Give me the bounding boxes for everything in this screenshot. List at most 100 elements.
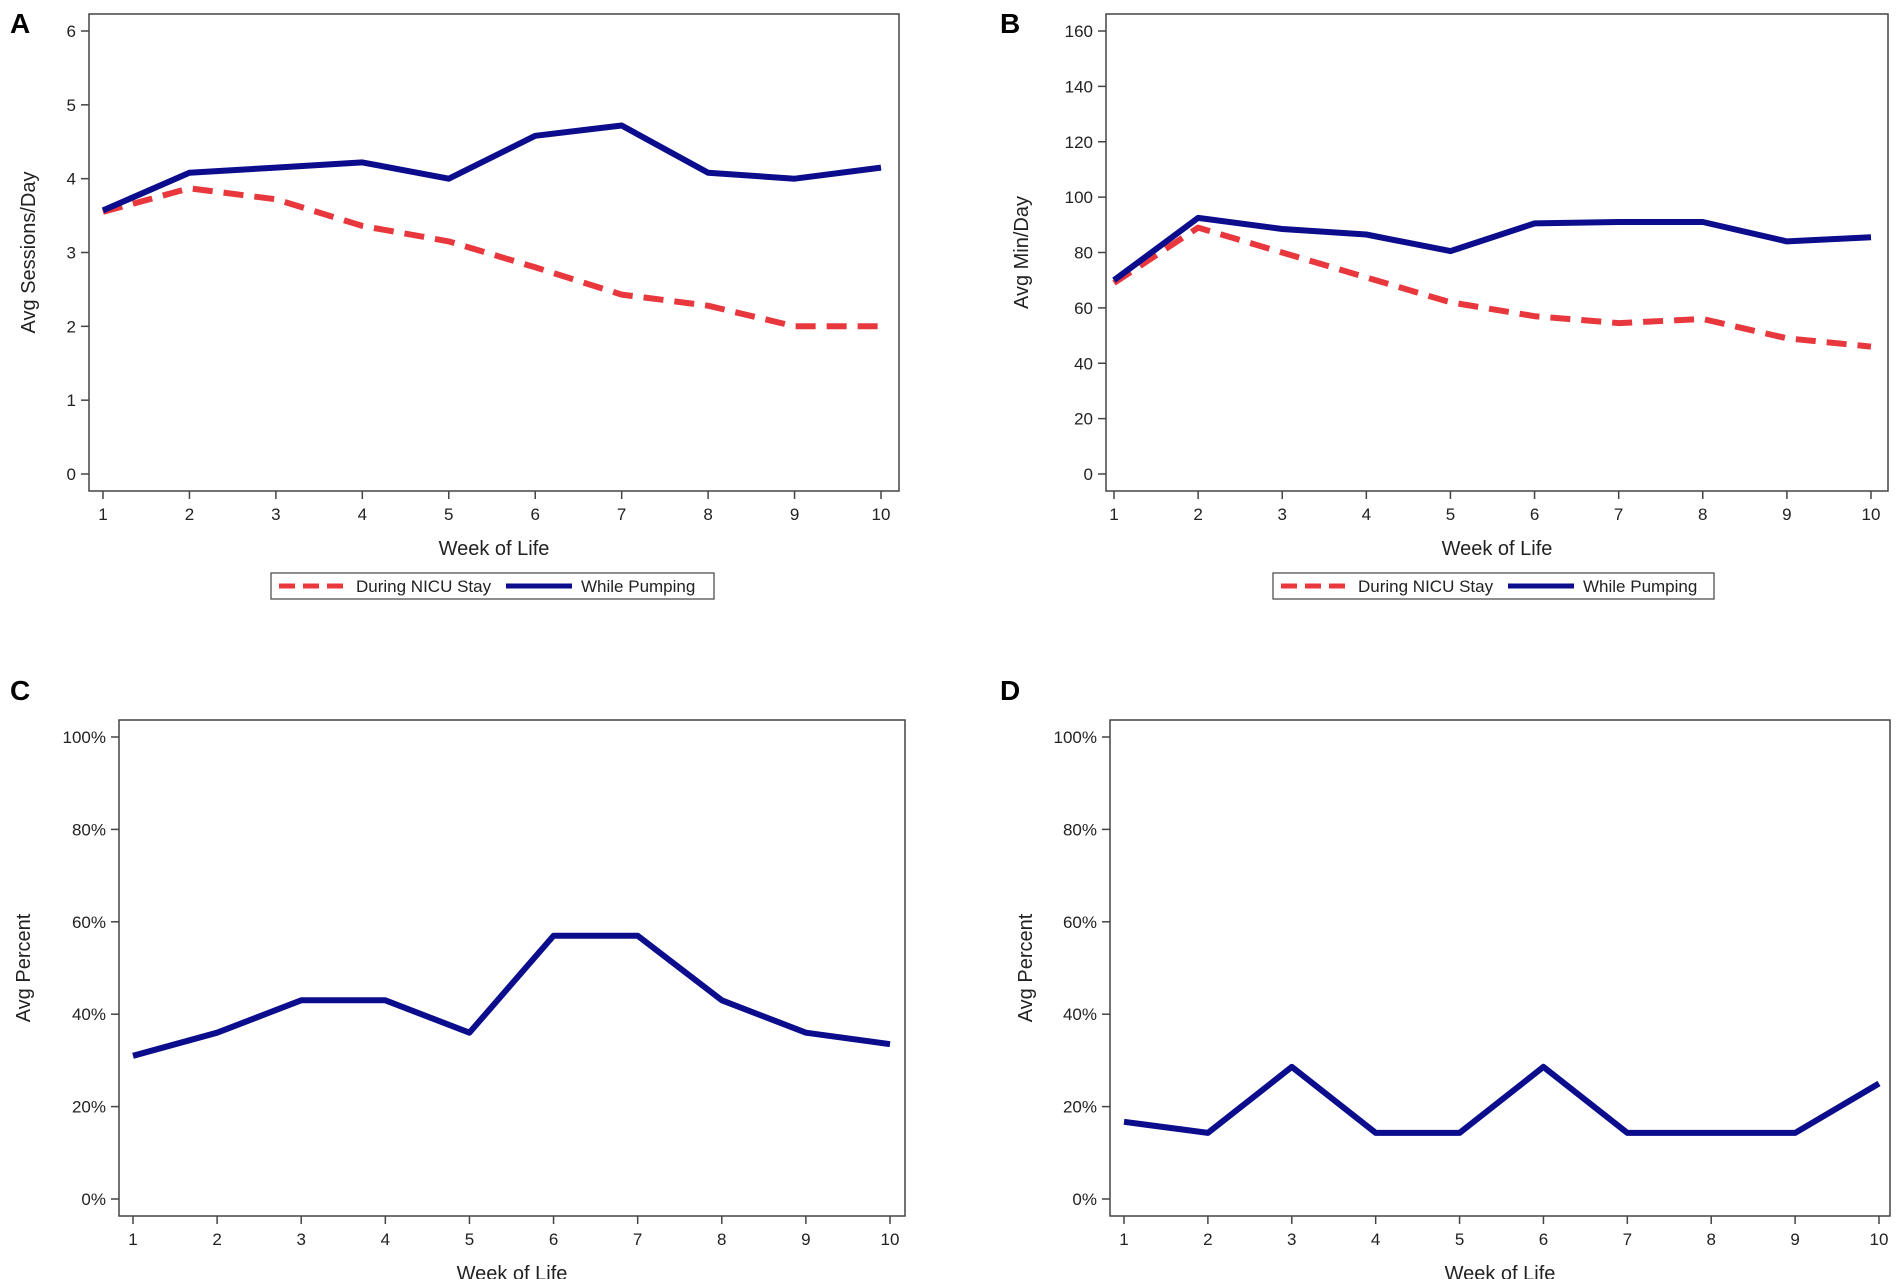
y-tick-label: 40 (1074, 354, 1093, 373)
x-tick-label: 10 (1870, 1230, 1889, 1249)
x-tick-label: 2 (1203, 1230, 1212, 1249)
legend-box (1272, 572, 1715, 600)
legend: During NICU Stay While Pumping (270, 572, 715, 600)
plot-frame (1105, 13, 1889, 492)
legend-label: While Pumping (1583, 577, 1697, 596)
y-tick-label: 100% (63, 728, 106, 747)
y-tick-label: 4 (67, 170, 76, 189)
x-tick-label: 10 (872, 505, 891, 524)
series-line-during-nicu-stay (102, 185, 881, 330)
x-axis-title: Week of Life (457, 1263, 568, 1279)
y-tick-label: 140 (1065, 77, 1093, 96)
panel-letter: C (10, 675, 30, 706)
y-tick-label: 20% (1063, 1098, 1097, 1117)
x-tick-label: 5 (1455, 1230, 1464, 1249)
x-tick-label: 8 (703, 505, 712, 524)
y-axis-title: Avg Percent (13, 913, 35, 1022)
y-tick-label: 160 (1065, 22, 1093, 41)
y-tick-label: 2 (67, 317, 76, 336)
x-tick-label: 4 (381, 1230, 390, 1249)
x-tick-label: 7 (617, 505, 626, 524)
x-tick-label: 5 (465, 1230, 474, 1249)
chart-panel-d: D 0% 20% 40% 60% 80% 100% 1 2 3 4 5 6 7 8 9 10 Week of Li… (1000, 675, 1891, 1279)
legend-box (270, 572, 715, 600)
legend: During NICU Stay While Pumping (1272, 572, 1715, 600)
x-tick-label: 4 (358, 505, 367, 524)
legend-label: While Pumping (581, 577, 695, 596)
y-tick-label: 5 (67, 96, 76, 115)
x-tick-label: 10 (881, 1230, 900, 1249)
y-tick-label: 0 (67, 465, 76, 484)
x-tick-label: 1 (128, 1230, 137, 1249)
x-tick-label: 3 (1277, 505, 1286, 524)
x-tick-label: 3 (296, 1230, 305, 1249)
x-tick-label: 8 (717, 1230, 726, 1249)
y-tick-label: 0% (81, 1190, 106, 1209)
series-line-avg-percent (1123, 1063, 1881, 1136)
x-tick-label: 2 (185, 505, 194, 524)
plot-frame (118, 719, 906, 1217)
x-tick-label: 8 (1698, 505, 1707, 524)
series-line-during-nicu-stay (1112, 224, 1872, 350)
x-tick-label: 1 (1109, 505, 1118, 524)
x-tick-label: 9 (790, 505, 799, 524)
y-tick-label: 100% (1054, 728, 1097, 747)
x-tick-label: 6 (1539, 1230, 1548, 1249)
legend-label: During NICU Stay (356, 577, 492, 596)
y-tick-label: 60% (1063, 913, 1097, 932)
y-tick-label: 1 (67, 391, 76, 410)
x-tick-label: 7 (633, 1230, 642, 1249)
y-tick-label: 60% (72, 913, 106, 932)
y-tick-label: 40% (72, 1005, 106, 1024)
plot-frame (1109, 719, 1891, 1217)
legend-label: During NICU Stay (1358, 577, 1494, 596)
x-axis-title: Week of Life (439, 538, 550, 560)
y-tick-label: 100 (1065, 188, 1093, 207)
x-tick-label: 2 (212, 1230, 221, 1249)
x-tick-label: 5 (444, 505, 453, 524)
x-tick-label: 9 (801, 1230, 810, 1249)
x-tick-label: 3 (1287, 1230, 1296, 1249)
x-tick-label: 9 (1790, 1230, 1799, 1249)
y-axis-title: Avg Min/Day (1011, 196, 1033, 309)
y-tick-label: 0% (1072, 1190, 1097, 1209)
y-tick-label: 80 (1074, 244, 1093, 263)
panel-letter: A (10, 8, 30, 39)
series-line-while-pumping (1112, 214, 1872, 283)
x-tick-label: 8 (1706, 1230, 1715, 1249)
y-tick-label: 40% (1063, 1005, 1097, 1024)
y-tick-label: 6 (67, 22, 76, 41)
series-line-avg-percent (132, 932, 891, 1059)
x-tick-label: 3 (271, 505, 280, 524)
x-tick-label: 4 (1362, 505, 1371, 524)
y-tick-label: 3 (67, 244, 76, 263)
y-tick-label: 80% (72, 820, 106, 839)
panel-letter: D (1000, 675, 1020, 706)
x-tick-label: 1 (98, 505, 107, 524)
x-tick-label: 10 (1862, 505, 1881, 524)
x-tick-label: 2 (1193, 505, 1202, 524)
x-tick-label: 1 (1119, 1230, 1128, 1249)
y-tick-label: 120 (1065, 133, 1093, 152)
y-tick-label: 20 (1074, 410, 1093, 429)
panel-letter: B (1000, 8, 1020, 39)
x-tick-label: 6 (549, 1230, 558, 1249)
chart-panel-c: C 0% 20% 40% 60% 80% 100% 1 2 3 4 5 6 7 8 9 10 Week of Li… (10, 675, 906, 1279)
x-tick-label: 6 (1530, 505, 1539, 524)
y-axis-title: Avg Percent (1015, 913, 1037, 1022)
series-line-while-pumping (101, 122, 882, 214)
x-tick-label: 6 (530, 505, 539, 524)
chart-panel-a: A 0 1 2 3 4 5 6 1 2 3 4 5 6 7 8 9 10 Week of Life Avg Sessi… (10, 8, 900, 600)
x-tick-label: 7 (1623, 1230, 1632, 1249)
y-tick-label: 0 (1084, 465, 1093, 484)
x-tick-label: 5 (1446, 505, 1455, 524)
y-tick-label: 80% (1063, 820, 1097, 839)
x-tick-label: 7 (1614, 505, 1623, 524)
y-tick-label: 60 (1074, 299, 1093, 318)
plot-frame (88, 13, 900, 492)
y-tick-label: 20% (72, 1098, 106, 1117)
x-axis-title: Week of Life (1445, 1263, 1556, 1279)
x-tick-label: 9 (1782, 505, 1791, 524)
x-axis-title: Week of Life (1442, 538, 1553, 560)
